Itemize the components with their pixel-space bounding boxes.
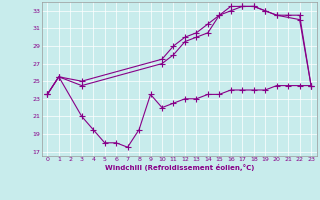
X-axis label: Windchill (Refroidissement éolien,°C): Windchill (Refroidissement éolien,°C): [105, 164, 254, 171]
